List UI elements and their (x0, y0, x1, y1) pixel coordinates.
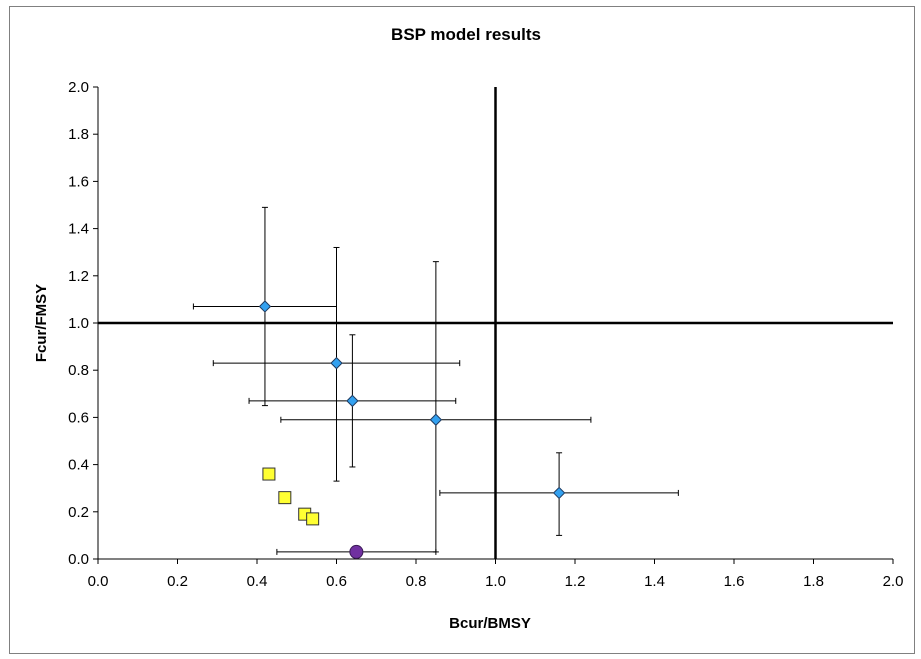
x-tick-label: 0.2 (167, 573, 188, 590)
y-tick-label: 0.6 (68, 409, 89, 426)
y-tick-label: 1.8 (68, 126, 89, 143)
data-point-diamond (429, 413, 443, 426)
y-tick-label: 0.4 (68, 457, 89, 474)
chart-frame: BSP model results Bcur/BMSY Fcur/FMSY 0.… (9, 6, 915, 654)
y-tick-label: 1.6 (68, 173, 89, 190)
data-point-square (278, 491, 292, 505)
x-tick-label: 1.2 (565, 573, 586, 590)
x-tick-label: 0.6 (326, 573, 347, 590)
x-tick-label: 1.0 (485, 573, 506, 590)
y-axis-title: Fcur/FMSY (33, 284, 50, 362)
x-tick-label: 1.4 (644, 573, 665, 590)
data-point-diamond (330, 356, 343, 370)
x-axis-title: Bcur/BMSY (449, 615, 531, 632)
x-tick-label: 1.8 (803, 573, 824, 590)
x-tick-label: 0.4 (247, 573, 268, 590)
data-point-diamond (258, 300, 272, 313)
x-tick-label: 0.0 (88, 573, 109, 590)
y-tick-label: 1.0 (68, 315, 89, 332)
y-tick-label: 0.2 (68, 504, 89, 521)
x-tick-label: 0.8 (406, 573, 427, 590)
y-tick-label: 0.0 (68, 551, 89, 568)
data-point-square (262, 467, 276, 481)
x-tick-label: 1.6 (724, 573, 745, 590)
x-tick-label: 2.0 (883, 573, 904, 590)
y-tick-label: 1.2 (68, 268, 89, 285)
plot-area: 0.0 0.2 0.4 0.6 0.8 1.0 1.2 1.4 1.6 1.8 2.0 0.0 0.2 0… (68, 79, 903, 590)
y-tick-label: 0.8 (68, 362, 89, 379)
data-point-circle (349, 544, 364, 559)
data-point-diamond (552, 486, 566, 500)
y-tick-label: 2.0 (68, 79, 89, 96)
y-tick-label: 1.4 (68, 221, 89, 238)
data-point-square (306, 512, 320, 526)
chart-title: BSP model results (391, 25, 541, 44)
chart-svg: BSP model results Bcur/BMSY Fcur/FMSY 0.… (33, 25, 903, 632)
data-point-diamond (346, 394, 359, 408)
